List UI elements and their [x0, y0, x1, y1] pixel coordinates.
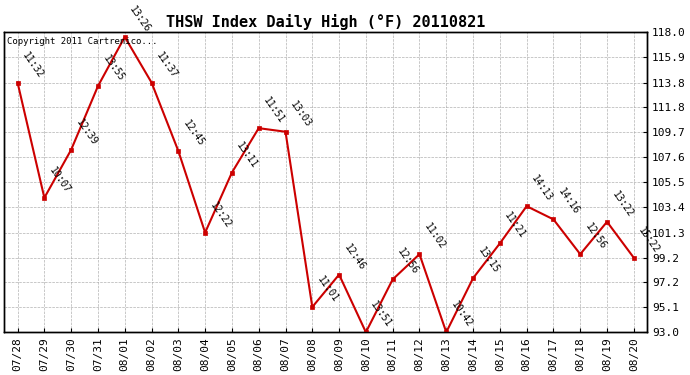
- Text: 12:39: 12:39: [74, 117, 99, 147]
- Text: 13:03: 13:03: [288, 99, 313, 129]
- Text: 14:13: 14:13: [529, 174, 555, 203]
- Text: 11:37: 11:37: [155, 50, 179, 80]
- Text: 13:22: 13:22: [610, 189, 635, 219]
- Text: 13:11: 13:11: [235, 140, 259, 170]
- Text: 12:56: 12:56: [583, 222, 608, 251]
- Text: 12:45: 12:45: [181, 118, 206, 148]
- Text: 10:07: 10:07: [47, 165, 72, 195]
- Text: 13:26: 13:26: [128, 4, 152, 34]
- Text: 11:32: 11:32: [20, 50, 46, 80]
- Text: 13:15: 13:15: [476, 246, 501, 275]
- Text: 11:02: 11:02: [422, 222, 447, 251]
- Text: 12:46: 12:46: [342, 242, 367, 272]
- Text: 12:56: 12:56: [395, 247, 420, 277]
- Text: 13:55: 13:55: [101, 54, 126, 83]
- Text: 10:42: 10:42: [449, 300, 474, 330]
- Title: THSW Index Daily High (°F) 20110821: THSW Index Daily High (°F) 20110821: [166, 13, 485, 30]
- Text: 11:01: 11:01: [315, 274, 340, 304]
- Text: 11:51: 11:51: [262, 96, 286, 125]
- Text: 13:51: 13:51: [368, 300, 394, 330]
- Text: 14:16: 14:16: [556, 187, 581, 217]
- Text: 12:22: 12:22: [208, 200, 233, 230]
- Text: 15:22: 15:22: [637, 225, 662, 255]
- Text: Copyright 2011 Cartrenico...: Copyright 2011 Cartrenico...: [8, 37, 158, 46]
- Text: 11:21: 11:21: [502, 211, 528, 241]
